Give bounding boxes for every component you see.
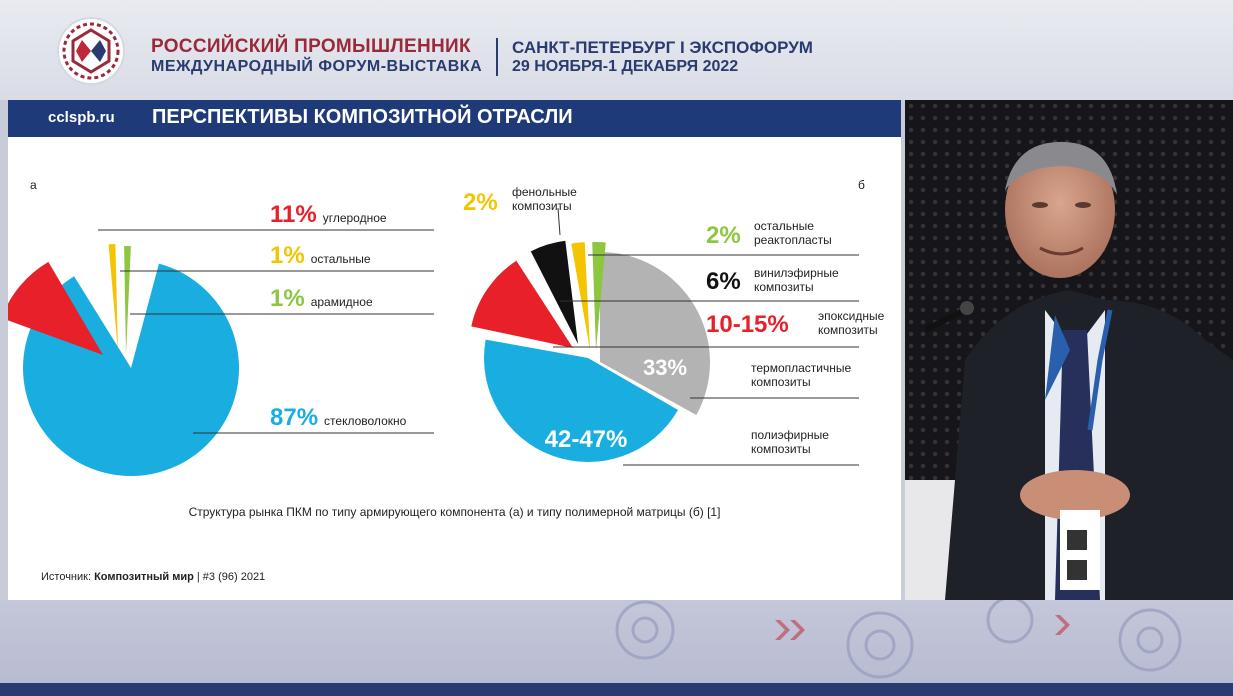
label-b-epoxy-text: эпоксидные композиты	[818, 309, 885, 337]
header-band	[0, 0, 1233, 100]
slice-a-carbon	[8, 261, 103, 355]
label-b-polyester-text: полиэфирные композиты	[751, 428, 829, 456]
label-b-vinylester: 6%	[706, 268, 741, 295]
label-b-polyester-pct: 42-47%	[545, 426, 628, 453]
footer-band	[0, 600, 1233, 696]
label-b-phenolic: 2%	[463, 189, 498, 216]
panel-label-b: б	[858, 178, 865, 192]
slice-b-epoxy	[471, 260, 573, 348]
label-b-thermoplastic-pct: 33%	[643, 355, 687, 380]
panel-label-a: а	[30, 178, 37, 192]
label-a-carbon: 11% углеродное	[270, 201, 387, 228]
bottom-strip	[0, 683, 1233, 696]
label-b-other: 2%	[706, 222, 741, 249]
slice-a-aramid	[124, 246, 131, 354]
source-name: Композитный мир	[94, 571, 194, 583]
presentation-slide: cclspb.ru ПЕРСПЕКТИВЫ КОМПОЗИТНОЙ ОТРАСЛ…	[8, 100, 901, 600]
label-b-other-text: остальные реактопласты	[754, 219, 832, 247]
slice-b-thermoplastic	[600, 252, 710, 415]
label-b-epoxy: 10-15%	[706, 311, 789, 338]
source-prefix: Источник:	[41, 571, 95, 583]
slide-header-bar: cclspb.ru ПЕРСПЕКТИВЫ КОМПОЗИТНОЙ ОТРАСЛ…	[8, 100, 901, 137]
forum-logo-icon	[57, 17, 125, 85]
label-b-thermoplastic-text: термопластичные композиты	[751, 361, 852, 389]
slice-b-other-thermoset	[592, 242, 606, 350]
forum-title: РОССИЙСКИЙ ПРОМЫШЛЕННИК	[151, 36, 471, 57]
label-a-other: 1% остальные	[270, 242, 371, 269]
site-url: cclspb.ru	[48, 109, 115, 126]
header-divider	[496, 38, 498, 76]
gear-decoration-icon	[615, 600, 1182, 679]
source-suffix: | #3 (96) 2021	[193, 571, 266, 583]
forum-subtitle: МЕЖДУНАРОДНЫЙ ФОРУМ-ВЫСТАВКА	[151, 58, 483, 75]
slice-b-phenolic	[571, 242, 590, 350]
speaker-video-frame	[905, 100, 1233, 600]
label-a-aramid: 1% арамидное	[270, 285, 373, 312]
label-a-fiberglass: 87% стекловолокно	[270, 404, 407, 431]
source-credit: Источник: Композитный мир | #3 (96) 2021	[41, 571, 265, 583]
label-b-vinylester-text: винилэфирные композиты	[754, 266, 839, 294]
leader-b-phenolic	[557, 207, 561, 236]
slice-b-vinylester	[530, 240, 578, 344]
speaker-video	[905, 100, 1233, 600]
slide-title: ПЕРСПЕКТИВЫ КОМПОЗИТНОЙ ОТРАСЛИ	[152, 106, 573, 128]
slice-a-other	[108, 244, 118, 352]
label-b-phenolic-text: фенольные композиты	[512, 185, 577, 213]
pie-charts: а б 11% углеродное 1% остальные 1% арамидно…	[8, 178, 885, 477]
slice-b-polyester	[483, 339, 679, 463]
chart-caption: Структура рынка ПКМ по типу армирующего …	[188, 505, 721, 519]
event-location: САНКТ-ПЕТЕРБУРГ I ЭКСПОФОРУМ	[512, 38, 813, 57]
event-dates: 29 НОЯБРЯ-1 ДЕКАБРЯ 2022	[512, 58, 739, 75]
